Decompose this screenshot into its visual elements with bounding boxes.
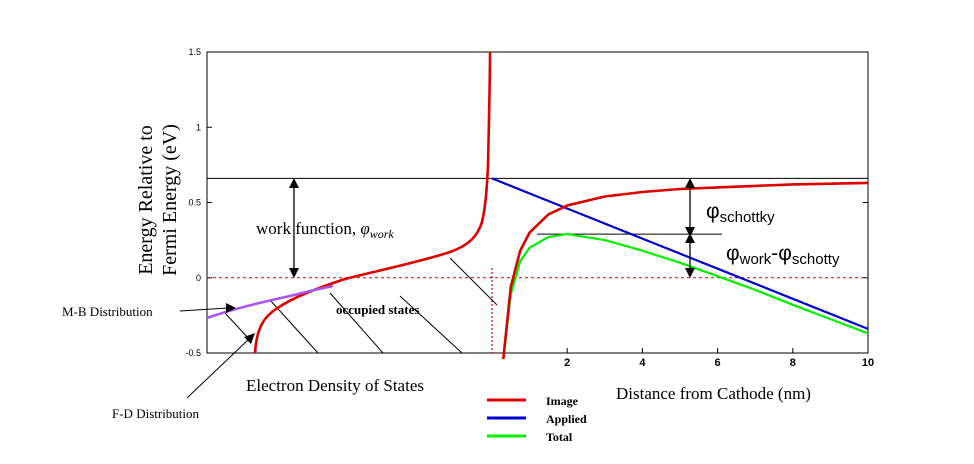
phi-schottky-symbol: φ [706,200,720,223]
occupied-states-label: occupied states [336,302,419,317]
phi-diff-symbol: φ [726,242,740,265]
right-x-axis-label: Distance from Cathode (nm) [616,384,811,403]
left-x-axis-label: Electron Density of States [246,376,424,395]
x-tick-label: 8 [790,357,796,369]
series-applied-line [491,177,869,330]
x-tick-label: 10 [862,357,874,369]
barrier-height-arrow [685,233,695,278]
y-axis-label-line2: Fermi Energy (eV) [159,124,181,276]
plot-frame [206,51,869,354]
phi-schottky-label: φschottky [706,200,775,226]
y-tick-label: 0 [196,273,201,283]
y-tick-label: 1.5 [188,47,201,57]
x-tick-label: 4 [639,357,646,369]
y-axis-label-line1: Energy Relative to [135,125,157,275]
x-ticks: 2 4 6 8 10 [564,348,874,369]
phi-diff-sub2: schotty [792,251,840,268]
fd-distribution-curve [253,51,492,354]
series-total-line [502,232,869,360]
legend-label-image: Image [546,394,579,408]
y-ticks: 1.5 1 0.5 0 -0.5 [185,47,868,358]
phi-schottky-sub: schottky [720,209,776,226]
mb-pointer-arrow [179,303,236,313]
legend: Image Applied Total [487,394,587,444]
phi-diff-sub1: work [739,251,772,268]
fd-bracket-line [224,312,251,341]
y-axis-label: Energy Relative to Fermi Energy (eV) [135,124,181,276]
work-function-label: work function, φwork [256,219,394,241]
fd-distribution-label: F-D Distribution [112,406,200,421]
mb-distribution-label: M-B Distribution [62,304,153,319]
phi-diff-label: φwork-φschotty [726,242,840,268]
phi-diff-mid: -φ [771,242,792,265]
legend-label-applied: Applied [546,412,587,426]
legend-label-total: Total [546,430,573,444]
series-image-line [502,181,869,360]
work-function-arrow [289,178,299,278]
y-tick-label: 0.5 [188,198,201,208]
phi-subscript: work [370,227,395,241]
occupied-pointer [449,257,498,306]
phi-symbol: φ [360,219,369,238]
fd-pointer-arrow [186,333,255,399]
x-tick-label: 6 [715,357,721,369]
work-function-text: work function, [256,219,360,238]
y-tick-label: 1 [196,122,201,132]
x-tick-label: 2 [564,357,570,369]
y-tick-label: -0.5 [185,348,201,358]
schottky-arrow [685,178,695,237]
